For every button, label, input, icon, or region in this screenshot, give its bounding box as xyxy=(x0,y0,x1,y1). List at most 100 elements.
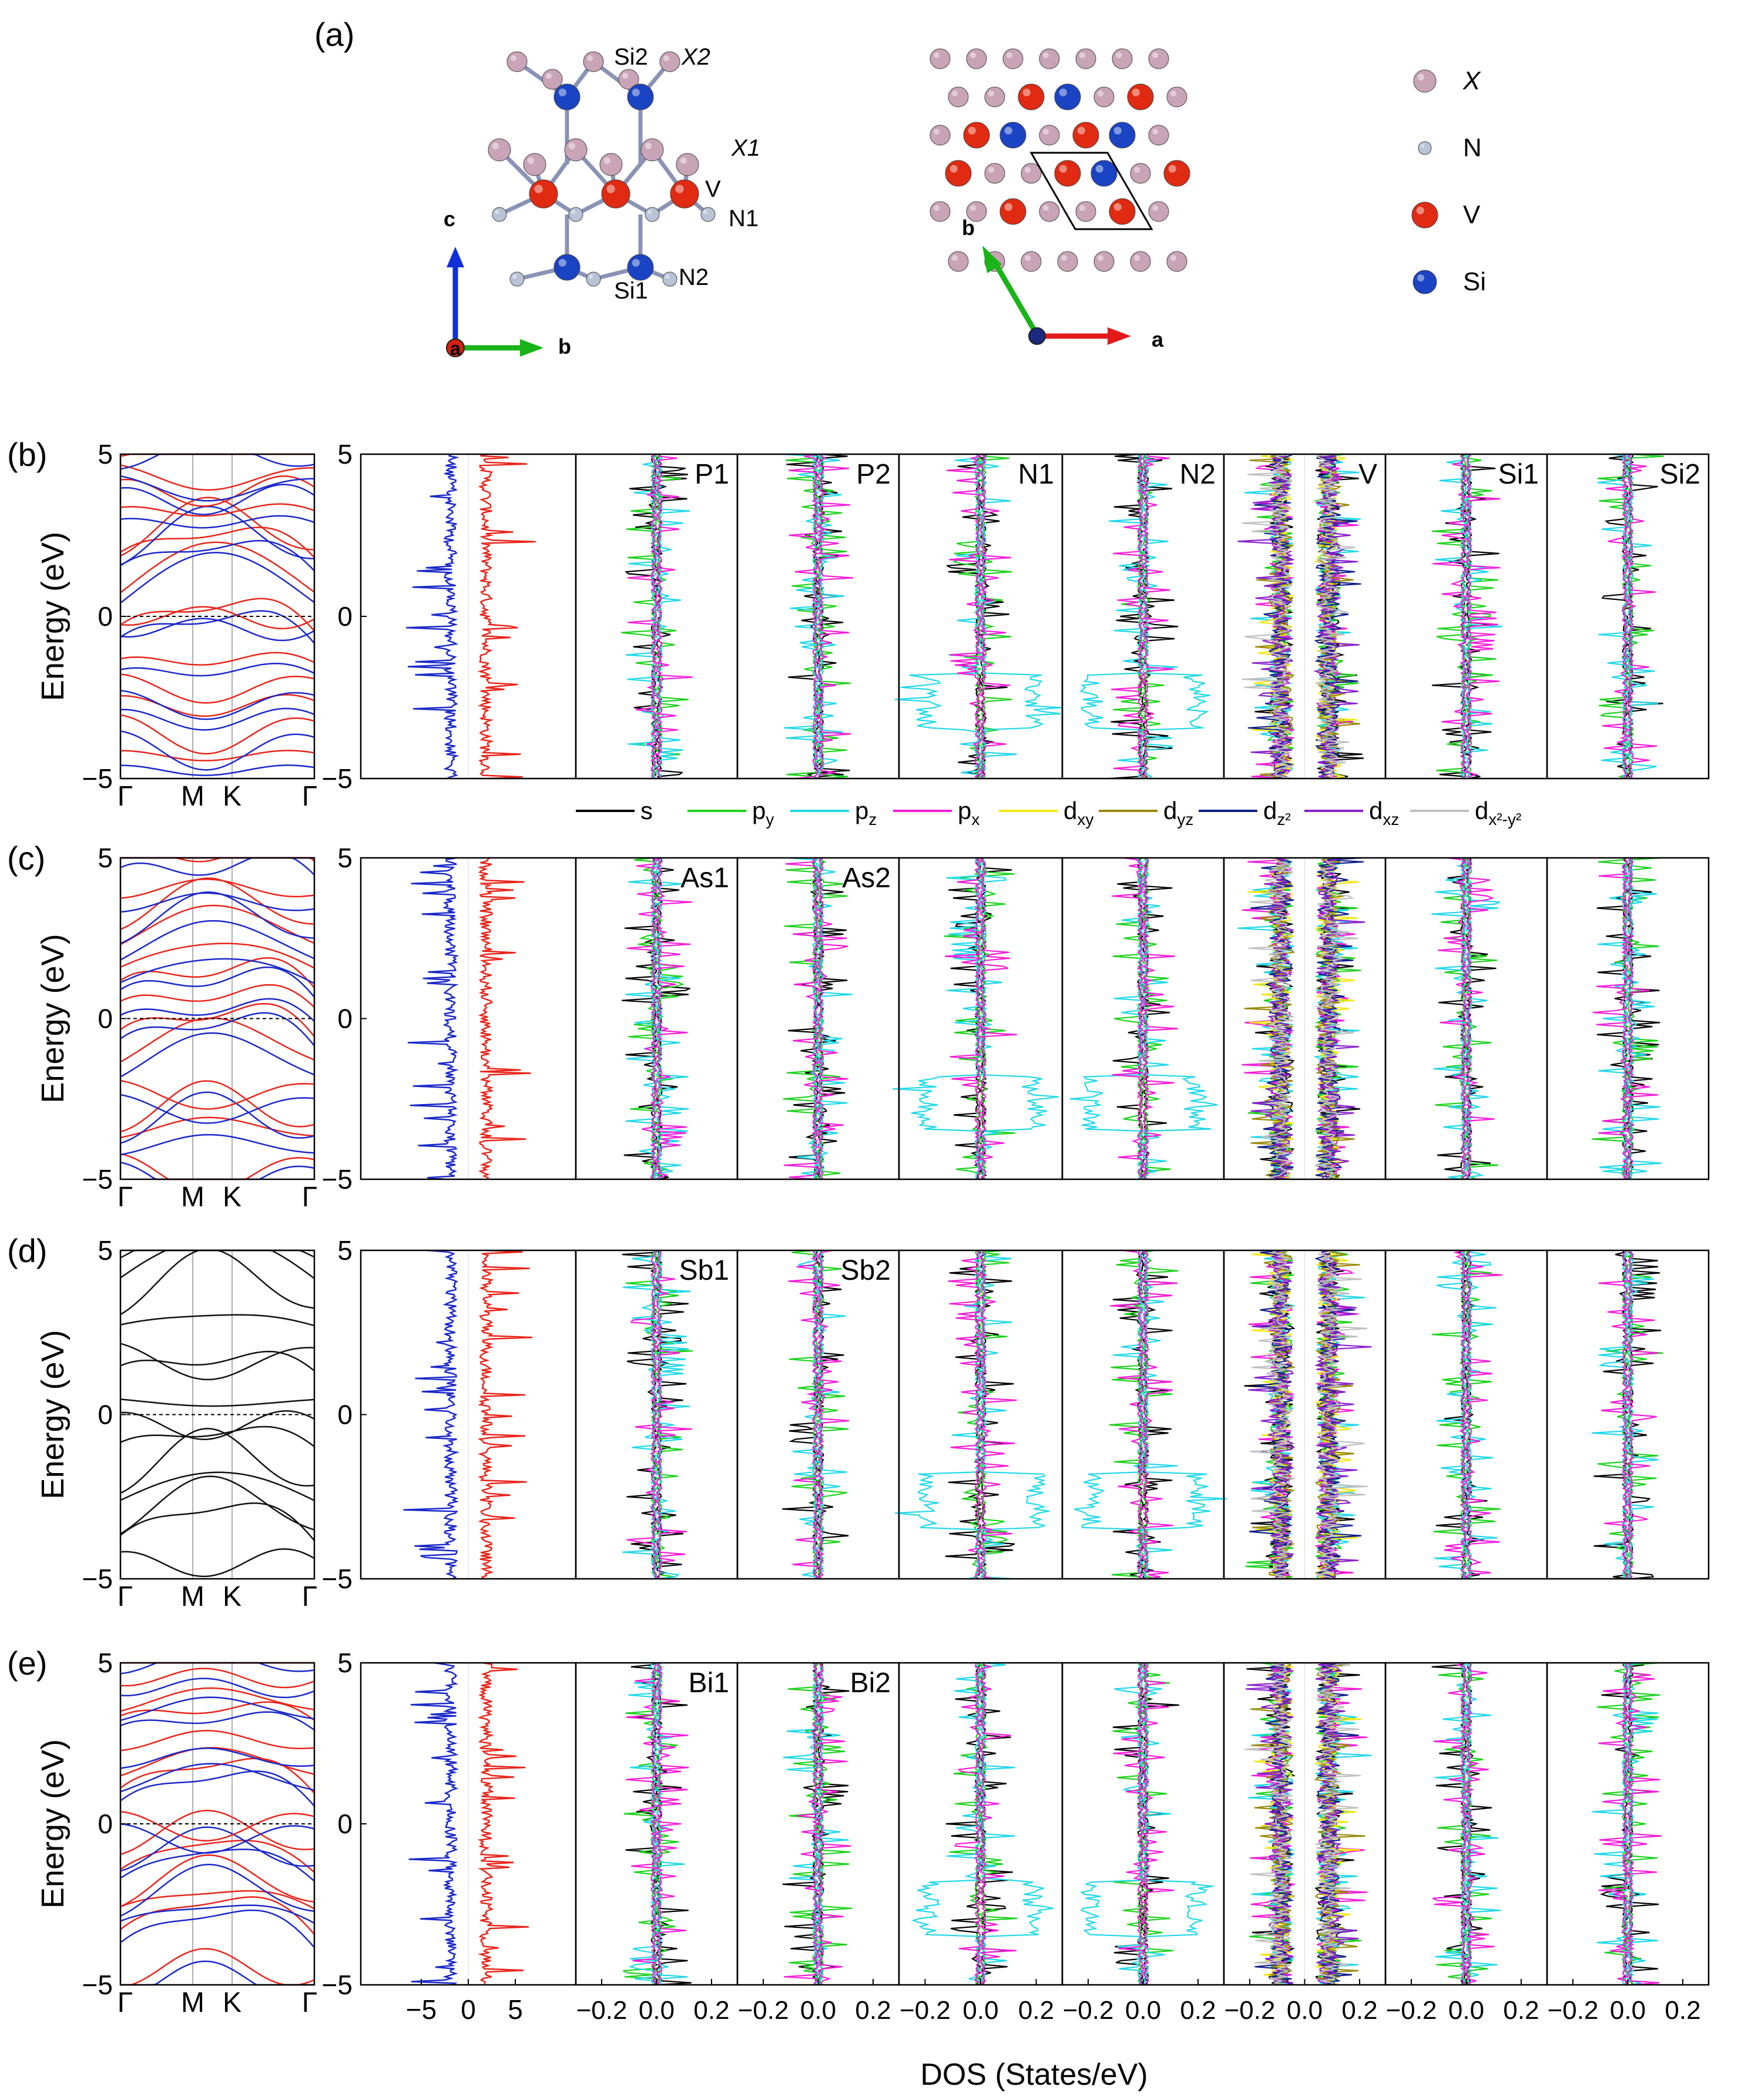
y-axis-label: Energy (eV) xyxy=(35,532,71,701)
band-line xyxy=(120,1662,315,1675)
band-line xyxy=(120,526,315,558)
atom-x xyxy=(1039,125,1060,146)
a-axis-dot xyxy=(446,338,465,357)
band-line xyxy=(120,942,315,969)
pdos-pz xyxy=(1079,454,1145,779)
legend-subscript: z xyxy=(868,810,877,828)
atom-x-highlight xyxy=(1061,254,1068,261)
atom-x-highlight xyxy=(1024,254,1031,261)
legend-subscript: z² xyxy=(1277,810,1290,828)
atom-v-highlight xyxy=(1004,203,1012,211)
band-line xyxy=(120,1032,315,1078)
pdos-s xyxy=(1625,857,1660,1180)
band-line xyxy=(120,1314,315,1327)
band-line xyxy=(120,764,315,776)
atom-x-highlight xyxy=(1024,166,1031,173)
band-line xyxy=(120,892,315,913)
pdos-dx2y2 xyxy=(1314,1662,1361,1985)
legend-label-dxz: dxz xyxy=(1369,797,1399,828)
dos-subpanel xyxy=(898,1662,1063,1986)
atom-n-highlight xyxy=(495,210,499,214)
pdos-pz xyxy=(622,1250,658,1579)
atom-x-highlight xyxy=(645,142,652,150)
band-line xyxy=(120,1909,315,1948)
band-line xyxy=(120,957,315,988)
top-view: ba xyxy=(930,48,1190,351)
atom-x xyxy=(1130,251,1151,272)
dos-subpanel: As2 xyxy=(736,857,900,1180)
atom-x xyxy=(542,69,563,90)
pdos-px xyxy=(979,1662,1016,1985)
pdos-dxz xyxy=(1237,453,1294,780)
panel-label-a: (a) xyxy=(314,16,354,53)
dos-x-tick-label: 0.2 xyxy=(1180,1996,1216,2025)
atom-x-highlight xyxy=(969,52,977,59)
legend-atom xyxy=(1412,270,1437,294)
y-tick-label: 0 xyxy=(337,1004,353,1034)
legend-subscript: x xyxy=(971,810,979,828)
axis-label: a xyxy=(450,338,461,359)
pdos-px xyxy=(783,1662,820,1985)
pdos-dx2y2 xyxy=(1250,1249,1296,1580)
atom-x-highlight xyxy=(568,142,576,150)
atom-x-highlight xyxy=(1133,254,1140,261)
pdos-s xyxy=(622,857,659,1180)
dos-subpanel xyxy=(1384,1249,1548,1580)
dos-subpanel: P2 xyxy=(736,453,900,780)
band-line xyxy=(120,1471,315,1501)
band-line xyxy=(120,958,315,984)
atom-label: N1 xyxy=(729,206,759,232)
atom-n-highlight xyxy=(589,274,593,279)
pdos-pz xyxy=(782,453,820,779)
y-tick-label: 5 xyxy=(98,1648,113,1678)
legend-label: Si xyxy=(1463,267,1486,296)
unit-cell xyxy=(1029,152,1153,230)
band-line xyxy=(120,515,315,529)
band-line xyxy=(120,1091,315,1144)
band-line xyxy=(120,1904,315,1924)
pdos-py xyxy=(816,1662,853,1985)
atom-x-highlight xyxy=(1152,204,1159,212)
band-line xyxy=(120,857,315,876)
legend-atom xyxy=(1411,202,1438,229)
atom-x-highlight xyxy=(1079,52,1086,59)
total-dos-spin-up xyxy=(478,1249,533,1579)
dos-column-label: Sb1 xyxy=(679,1255,729,1286)
legend-atom xyxy=(1418,141,1432,155)
pdos-px xyxy=(1465,1662,1495,1985)
pdos-py xyxy=(785,454,820,779)
pdos-px xyxy=(816,454,853,779)
legend-subscript: y xyxy=(766,810,774,828)
pdos-px xyxy=(979,857,1017,1180)
dos-subpanel xyxy=(1546,857,1710,1180)
pdos-py xyxy=(621,454,659,779)
atom-v-highlight xyxy=(534,184,543,193)
pdos-px xyxy=(1444,1249,1468,1579)
y-tick-label: 0 xyxy=(337,1400,353,1430)
band-line xyxy=(120,877,315,930)
pdos-dx2y2 xyxy=(1314,857,1359,1180)
dos-x-tick-label: −0.2 xyxy=(900,1996,951,2025)
k-point-label: M xyxy=(181,1581,204,1612)
atom-x-highlight xyxy=(1042,52,1049,59)
pdos-dx2y2 xyxy=(1242,453,1294,780)
band-line xyxy=(120,1398,315,1407)
k-point-label: Γ xyxy=(118,781,133,812)
atom-label: Si1 xyxy=(614,278,648,304)
atom-v-highlight xyxy=(1113,203,1122,211)
dos-frame xyxy=(1546,1249,1710,1580)
dos-column-label: P1 xyxy=(694,459,729,490)
band-line xyxy=(120,1249,315,1259)
legend-label: N xyxy=(1463,133,1482,162)
dos-x-tick-label: −0.2 xyxy=(1386,1996,1437,2025)
pdos-px xyxy=(948,1250,983,1579)
pdos-pz xyxy=(979,454,1062,779)
pdos-px xyxy=(816,857,848,1180)
dos-x-tick-label: −5 xyxy=(406,1994,437,2025)
legend-atom-highlight xyxy=(1417,274,1424,281)
dos-column-label: Si2 xyxy=(1660,459,1700,490)
band-line xyxy=(120,539,315,572)
atom-si xyxy=(627,254,654,281)
y-tick-label: −5 xyxy=(322,1970,353,2000)
band-frame xyxy=(119,857,316,1180)
